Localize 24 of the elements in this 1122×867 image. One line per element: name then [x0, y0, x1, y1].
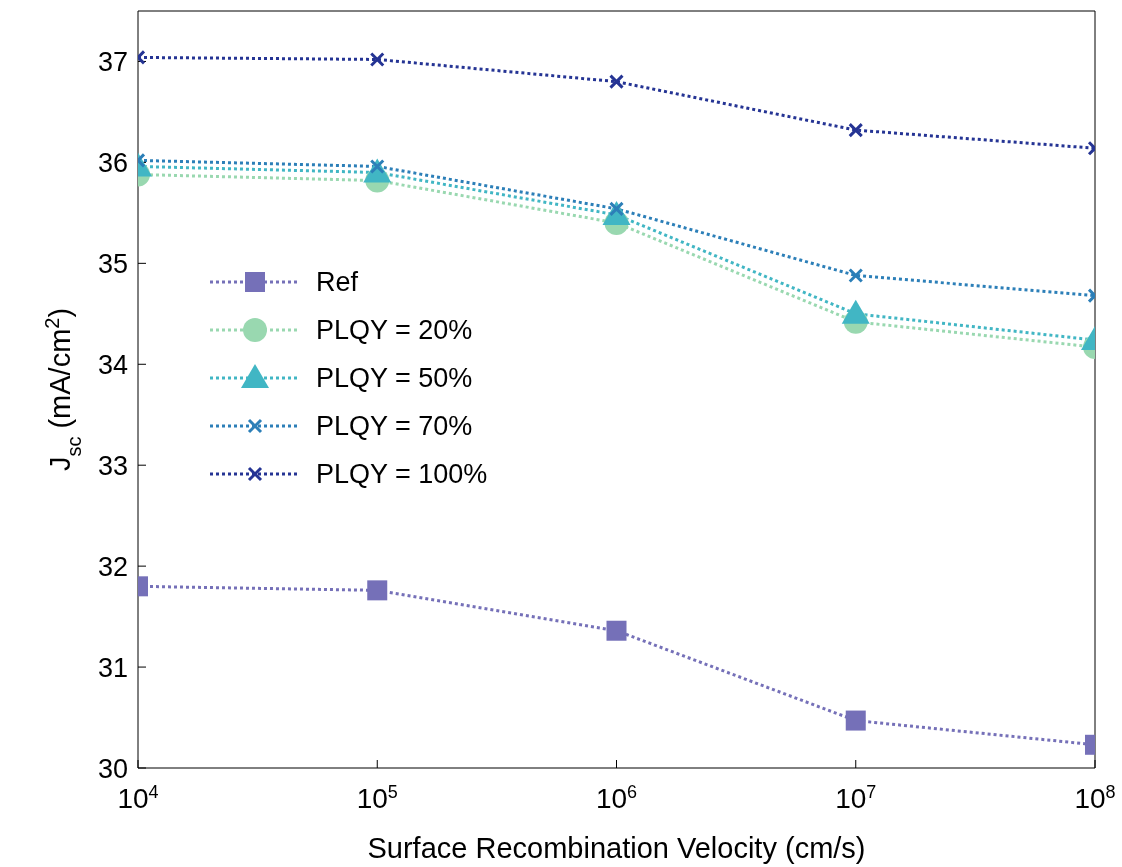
x-tick-label: 10$^{7}$	[835, 782, 877, 814]
y-tick-label: 30	[97, 753, 128, 784]
y-tick-label: 37	[97, 47, 128, 78]
legend-label: Ref	[316, 266, 359, 298]
x-tick-label: 10$^{4}$	[117, 782, 159, 814]
y-tick-label: 31	[97, 652, 128, 683]
x-tick-label: 10$^{6}$	[595, 782, 638, 814]
legend-label: PLQY = 100%	[316, 458, 488, 490]
x-tick-label: 10$^{8}$	[1074, 782, 1116, 814]
legend-label: PLQY = 50%	[316, 362, 473, 394]
x-tick-label: 10$^{5}$	[356, 782, 398, 814]
legend-label: PLQY = 20%	[316, 314, 473, 346]
point	[845, 710, 866, 731]
point	[609, 74, 624, 90]
y-tick-label: 33	[97, 450, 128, 481]
point	[606, 620, 627, 641]
x-axis-title: Surface Recombination Velocity (cm/s)	[367, 832, 866, 864]
point	[841, 299, 870, 324]
y-tick-label: 36	[97, 147, 128, 178]
y-tick-label: 35	[97, 248, 128, 279]
y-tick-label: 34	[97, 349, 128, 380]
legend-label: PLQY = 70%	[316, 410, 473, 442]
point	[367, 580, 388, 601]
y-tick-label: 32	[97, 551, 128, 582]
